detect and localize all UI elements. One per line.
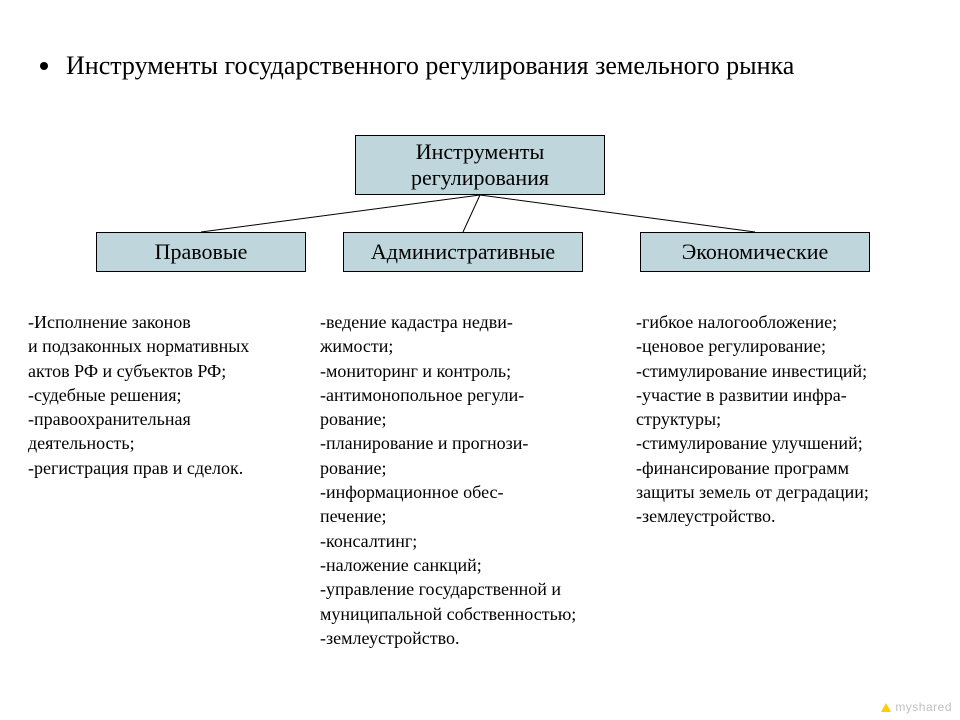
watermark: myshared — [881, 700, 952, 714]
desc-econ: -гибкое налогообложение; -ценовое регули… — [636, 310, 936, 529]
slide-title-row: Инструменты государственного регулирован… — [40, 50, 794, 83]
node-econ: Экономические — [640, 232, 870, 272]
node-admin: Административные — [343, 232, 583, 272]
node-legal: Правовые — [96, 232, 306, 272]
desc-legal: -Исполнение законов и подзаконных нормат… — [28, 310, 308, 480]
watermark-text: myshared — [895, 700, 952, 714]
watermark-icon — [881, 703, 891, 712]
slide-title: Инструменты государственного регулирован… — [66, 50, 794, 83]
bullet-icon — [40, 62, 48, 70]
desc-admin: -ведение кадастра недви- жимости; -монит… — [320, 310, 620, 650]
node-root: Инструменты регулирования — [355, 135, 605, 195]
